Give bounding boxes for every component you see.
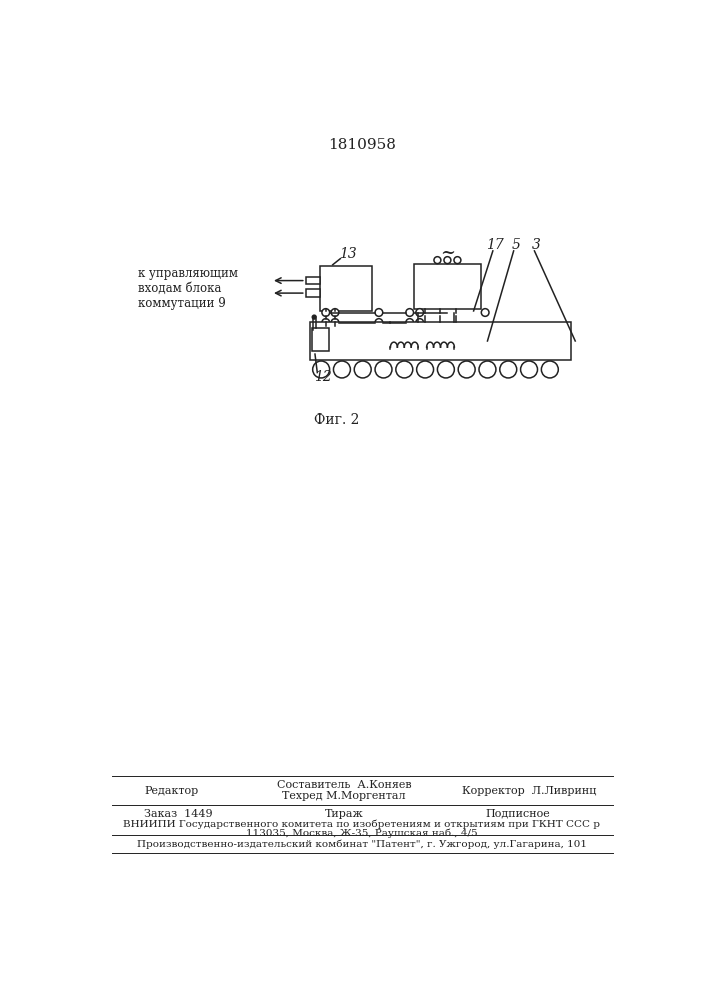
Circle shape [458, 361, 475, 378]
Circle shape [406, 319, 414, 326]
Circle shape [481, 309, 489, 316]
Circle shape [438, 361, 455, 378]
Circle shape [416, 361, 433, 378]
Circle shape [331, 319, 339, 326]
Text: ~: ~ [440, 244, 455, 262]
Text: 17: 17 [486, 238, 504, 252]
Text: Редактор: Редактор [144, 786, 198, 796]
Circle shape [500, 361, 517, 378]
Circle shape [406, 309, 414, 316]
Text: к управляющим
входам блока
коммутации 9: к управляющим входам блока коммутации 9 [138, 267, 238, 310]
Bar [320, 266, 372, 311]
Circle shape [322, 319, 329, 326]
Text: Заказ  1449: Заказ 1449 [144, 809, 213, 819]
Text: Техред М.Моргентал: Техред М.Моргентал [283, 791, 406, 801]
Text: 113035, Москва, Ж-35, Раушская наб., 4/5: 113035, Москва, Ж-35, Раушская наб., 4/5 [246, 828, 478, 838]
Circle shape [444, 257, 451, 264]
Circle shape [354, 361, 371, 378]
Text: Подписное: Подписное [485, 809, 550, 819]
Text: 3: 3 [532, 238, 541, 252]
Circle shape [416, 309, 423, 316]
Circle shape [331, 309, 339, 316]
Bar [305, 277, 320, 284]
Text: 5: 5 [512, 238, 520, 252]
Bar [305, 289, 320, 297]
Bar [310, 322, 571, 360]
Circle shape [312, 361, 329, 378]
Text: Фиг. 2: Фиг. 2 [314, 413, 359, 427]
Circle shape [479, 361, 496, 378]
Text: Тираж: Тираж [325, 809, 363, 819]
Text: 12: 12 [314, 370, 332, 384]
Text: 13: 13 [339, 247, 357, 261]
Circle shape [375, 319, 382, 326]
Bar [312, 328, 329, 351]
Circle shape [416, 319, 423, 326]
Circle shape [312, 315, 316, 319]
Bar [414, 264, 481, 309]
Text: Корректор  Л.Ливринц: Корректор Л.Ливринц [462, 786, 596, 796]
Text: Составитель  А.Коняев: Составитель А.Коняев [277, 780, 411, 790]
Circle shape [542, 361, 559, 378]
Circle shape [454, 257, 461, 264]
Text: 1810958: 1810958 [328, 138, 396, 152]
Text: ВНИИПИ Государственного комитета по изобретениям и открытиям при ГКНТ ССС р: ВНИИПИ Государственного комитета по изоб… [124, 819, 600, 829]
Circle shape [334, 361, 351, 378]
Circle shape [375, 361, 392, 378]
Circle shape [434, 257, 441, 264]
Text: Производственно-издательский комбинат "Патент", г. Ужгород, ул.Гагарина, 101: Производственно-издательский комбинат "П… [137, 839, 587, 849]
Circle shape [396, 361, 413, 378]
Circle shape [322, 309, 329, 316]
Circle shape [520, 361, 537, 378]
Circle shape [375, 309, 382, 316]
